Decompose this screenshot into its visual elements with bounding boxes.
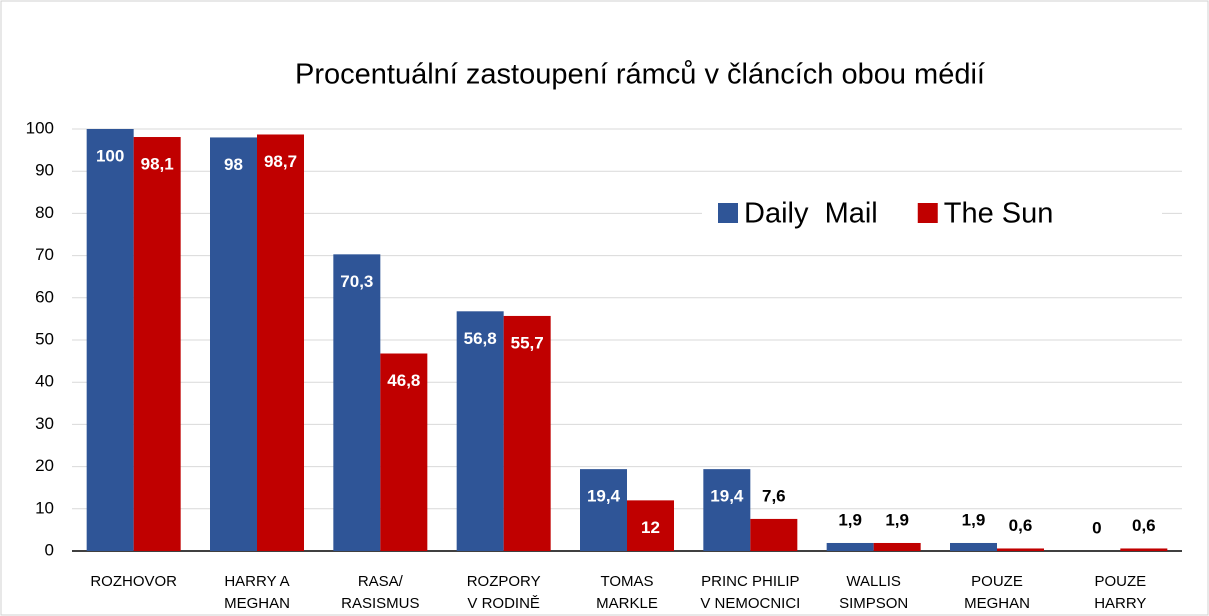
data-label: 1,9: [885, 510, 909, 529]
data-label: 12: [641, 518, 660, 537]
bar: [703, 469, 751, 551]
x-tick-label: ROZHOVOR: [90, 573, 177, 590]
data-label: 55,7: [511, 333, 544, 352]
data-label: 0,6: [1132, 516, 1156, 535]
data-label: 56,8: [464, 329, 497, 348]
x-tick-label: POUZE MEGHAN: [964, 573, 1030, 612]
y-tick-label: 50: [35, 329, 54, 348]
bar: [333, 254, 381, 552]
data-label: 0,6: [1009, 516, 1033, 535]
y-tick-label: 60: [35, 287, 54, 306]
data-label: 46,8: [387, 371, 420, 390]
bar: [503, 315, 551, 551]
x-tick-label: HARRY A MEGHAN: [224, 573, 290, 612]
legend-swatch: [917, 203, 938, 223]
y-tick-label: 0: [45, 540, 54, 559]
x-tick-label: PRINC PHILIP V NEMOCNICI: [700, 573, 800, 612]
y-tick-label: 80: [35, 203, 54, 222]
x-tick-label: WALLIS SIMPSON: [839, 573, 908, 612]
y-tick-label: 100: [26, 118, 54, 137]
y-tick-label: 30: [35, 414, 54, 433]
x-tick-label: POUZE HARRY: [1094, 573, 1146, 612]
y-tick-label: 70: [35, 245, 54, 264]
x-tick-label: RASA/RASISMUS: [341, 573, 419, 612]
x-tick-label: TOMAS MARKLE: [596, 573, 658, 612]
data-label: 19,4: [710, 487, 744, 506]
bar: [86, 129, 134, 551]
data-label: 1,9: [838, 510, 862, 529]
bar: [750, 518, 798, 551]
bar: [873, 542, 921, 551]
y-tick-label: 10: [35, 498, 54, 517]
bar: [257, 134, 304, 551]
y-tick-label: 20: [35, 456, 54, 475]
bar: [997, 548, 1044, 551]
data-label: 19,4: [587, 487, 621, 506]
bar: [210, 137, 257, 551]
chart-title: Procentuální zastoupení rámců v článcích…: [295, 59, 985, 91]
data-label: 100: [96, 146, 124, 165]
legend-swatch: [718, 203, 738, 223]
bar: [950, 542, 997, 551]
data-label: 98,7: [264, 152, 297, 171]
data-label: 7,6: [762, 486, 786, 505]
y-tick-label: 90: [35, 161, 54, 180]
bar: [380, 353, 428, 551]
x-tick-label: ROZPORY V RODINĚ: [467, 573, 541, 612]
data-label: 0: [1092, 518, 1101, 537]
data-label: 98,1: [141, 155, 174, 174]
bar: [826, 542, 874, 551]
bar: [456, 311, 504, 551]
bar: [580, 469, 627, 551]
data-label: 70,3: [340, 272, 373, 291]
bar: [133, 137, 181, 551]
data-label: 98: [224, 155, 243, 174]
bar: [627, 500, 674, 551]
data-label: 1,9: [962, 510, 986, 529]
legend-label: The Sun: [944, 198, 1054, 230]
legend-label: Daily Mail: [744, 198, 878, 230]
y-tick-label: 40: [35, 372, 54, 391]
bar: [1120, 548, 1168, 551]
